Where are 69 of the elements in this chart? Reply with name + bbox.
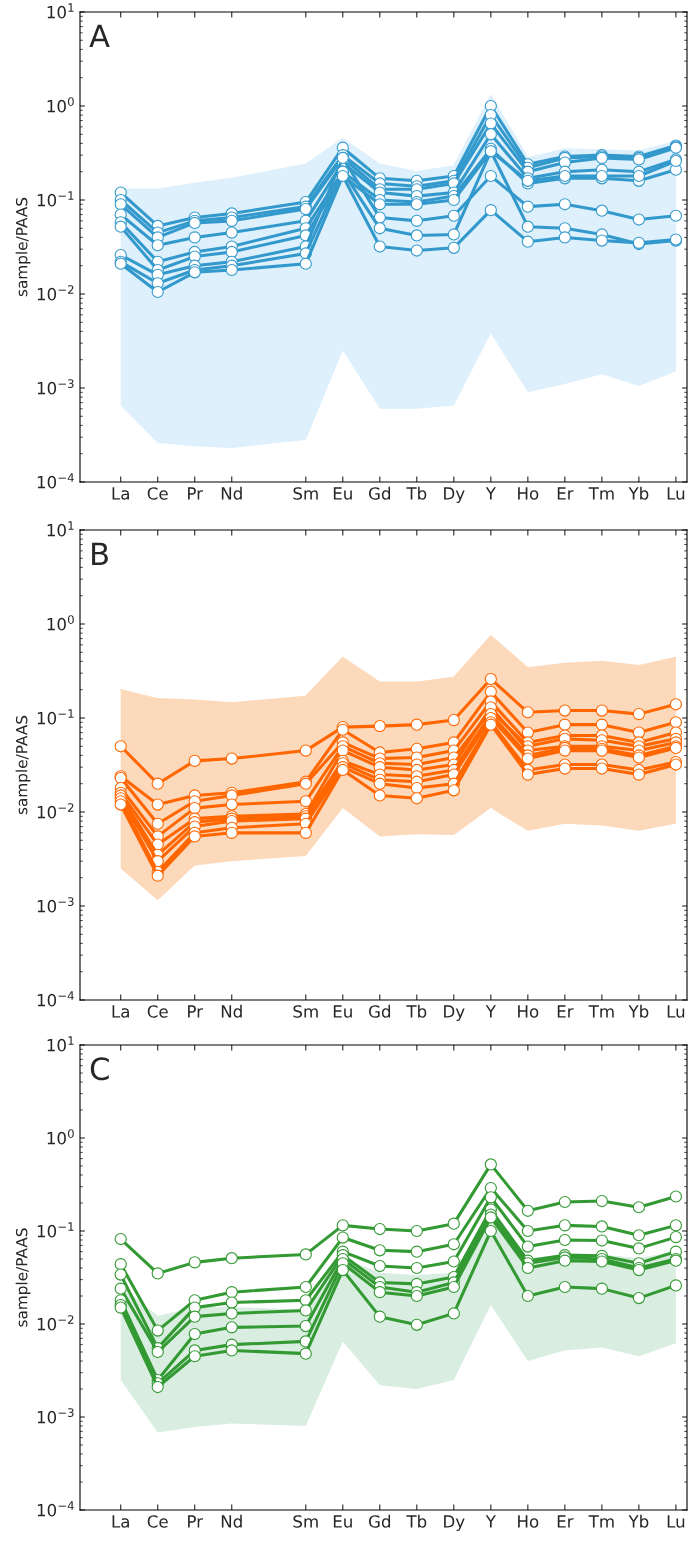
x-tick-label: Ho bbox=[518, 1005, 539, 1018]
x-tick-label: Lu bbox=[667, 1005, 685, 1018]
x-tick-label: Tm bbox=[588, 1005, 614, 1018]
y-tick-label: 10$^{0}$ bbox=[47, 1129, 74, 1145]
x-tick-label: Sm bbox=[293, 487, 318, 500]
x-tick-label: Yb bbox=[628, 1004, 649, 1018]
x-tick-label: Pr bbox=[188, 1005, 204, 1018]
y-axis-title: sample/PAAS bbox=[15, 197, 31, 297]
y-tick-label: 10$^{0}$ bbox=[47, 615, 74, 631]
x-tick-label: Dy bbox=[444, 1005, 465, 1021]
x-tick-label: Er bbox=[557, 1515, 574, 1528]
x-tick-label: La bbox=[112, 1005, 129, 1018]
y-tick-label: 10$^{−2}$ bbox=[37, 803, 74, 819]
x-tick-label: Eu bbox=[333, 1005, 352, 1018]
y-tick-label: 10$^{−3}$ bbox=[37, 1408, 74, 1424]
x-tick-label: Yb bbox=[628, 1514, 649, 1528]
x-tick-label: Tb bbox=[406, 486, 427, 500]
y-tick-label: 10$^{−3}$ bbox=[37, 379, 74, 395]
y-axis-title: sample/PAAS bbox=[15, 715, 31, 815]
x-tick-label: Y bbox=[485, 487, 496, 500]
x-tick-label: Ce bbox=[147, 487, 168, 500]
x-tick-label: La bbox=[112, 1515, 129, 1528]
y-tick-label: 10$^{0}$ bbox=[47, 97, 74, 113]
y-tick-label: 10$^{−1}$ bbox=[37, 191, 74, 207]
y-tick-label: 10$^{1}$ bbox=[47, 3, 74, 19]
chart-title: A bbox=[89, 24, 110, 47]
x-tick-label: Pr bbox=[188, 487, 204, 500]
y-tick-label: 10$^{−2}$ bbox=[37, 1315, 74, 1331]
x-tick-label: Ce bbox=[147, 1005, 168, 1018]
y-tick-label: 10$^{1}$ bbox=[47, 1036, 74, 1052]
x-tick-label: Tb bbox=[406, 1004, 427, 1018]
x-tick-label: Dy bbox=[444, 487, 465, 503]
x-tick-label: Pr bbox=[188, 1515, 204, 1528]
y-tick-label: 10$^{1}$ bbox=[47, 521, 74, 537]
x-tick-label: Lu bbox=[667, 487, 685, 500]
chart-title: B bbox=[92, 542, 108, 565]
x-tick-label: Gd bbox=[368, 1004, 391, 1018]
x-tick-label: Eu bbox=[333, 1515, 352, 1528]
x-tick-label: Ce bbox=[147, 1515, 168, 1528]
x-tick-label: Tb bbox=[406, 1514, 427, 1528]
x-tick-label: Nd bbox=[221, 1004, 242, 1018]
y-tick-label: 10$^{−1}$ bbox=[37, 1222, 74, 1238]
y-tick-label: 10$^{−1}$ bbox=[37, 709, 74, 725]
x-tick-label: Tm bbox=[588, 1515, 614, 1528]
x-tick-label: Lu bbox=[667, 1515, 685, 1528]
x-tick-label: Y bbox=[485, 1515, 496, 1528]
x-tick-label: Nd bbox=[221, 486, 242, 500]
y-tick-label: 10$^{−2}$ bbox=[37, 285, 74, 301]
x-tick-label: Ho bbox=[518, 1515, 539, 1528]
y-axis-title: sample/PAAS bbox=[15, 1228, 31, 1327]
x-tick-label: La bbox=[112, 487, 129, 500]
x-tick-label: Er bbox=[557, 487, 574, 500]
x-tick-label: Dy bbox=[444, 1515, 465, 1531]
x-tick-label: Nd bbox=[221, 1514, 242, 1528]
x-tick-label: Tm bbox=[588, 487, 614, 500]
y-tick-label: 10$^{−4}$ bbox=[37, 991, 74, 1007]
x-tick-label: Eu bbox=[333, 487, 352, 500]
chart-title: C bbox=[90, 1057, 109, 1081]
x-tick-label: Gd bbox=[368, 1514, 391, 1528]
x-tick-label: Gd bbox=[368, 486, 391, 500]
y-tick-label: 10$^{−4}$ bbox=[37, 473, 74, 489]
y-tick-label: 10$^{−3}$ bbox=[37, 897, 74, 913]
x-tick-label: Sm bbox=[293, 1515, 318, 1528]
y-tick-label: 10$^{−4}$ bbox=[37, 1501, 74, 1517]
x-tick-label: Er bbox=[557, 1005, 574, 1018]
x-tick-label: Ho bbox=[518, 487, 539, 500]
x-tick-label: Sm bbox=[293, 1005, 318, 1018]
x-tick-label: Y bbox=[485, 1005, 496, 1018]
x-tick-label: Yb bbox=[628, 486, 649, 500]
